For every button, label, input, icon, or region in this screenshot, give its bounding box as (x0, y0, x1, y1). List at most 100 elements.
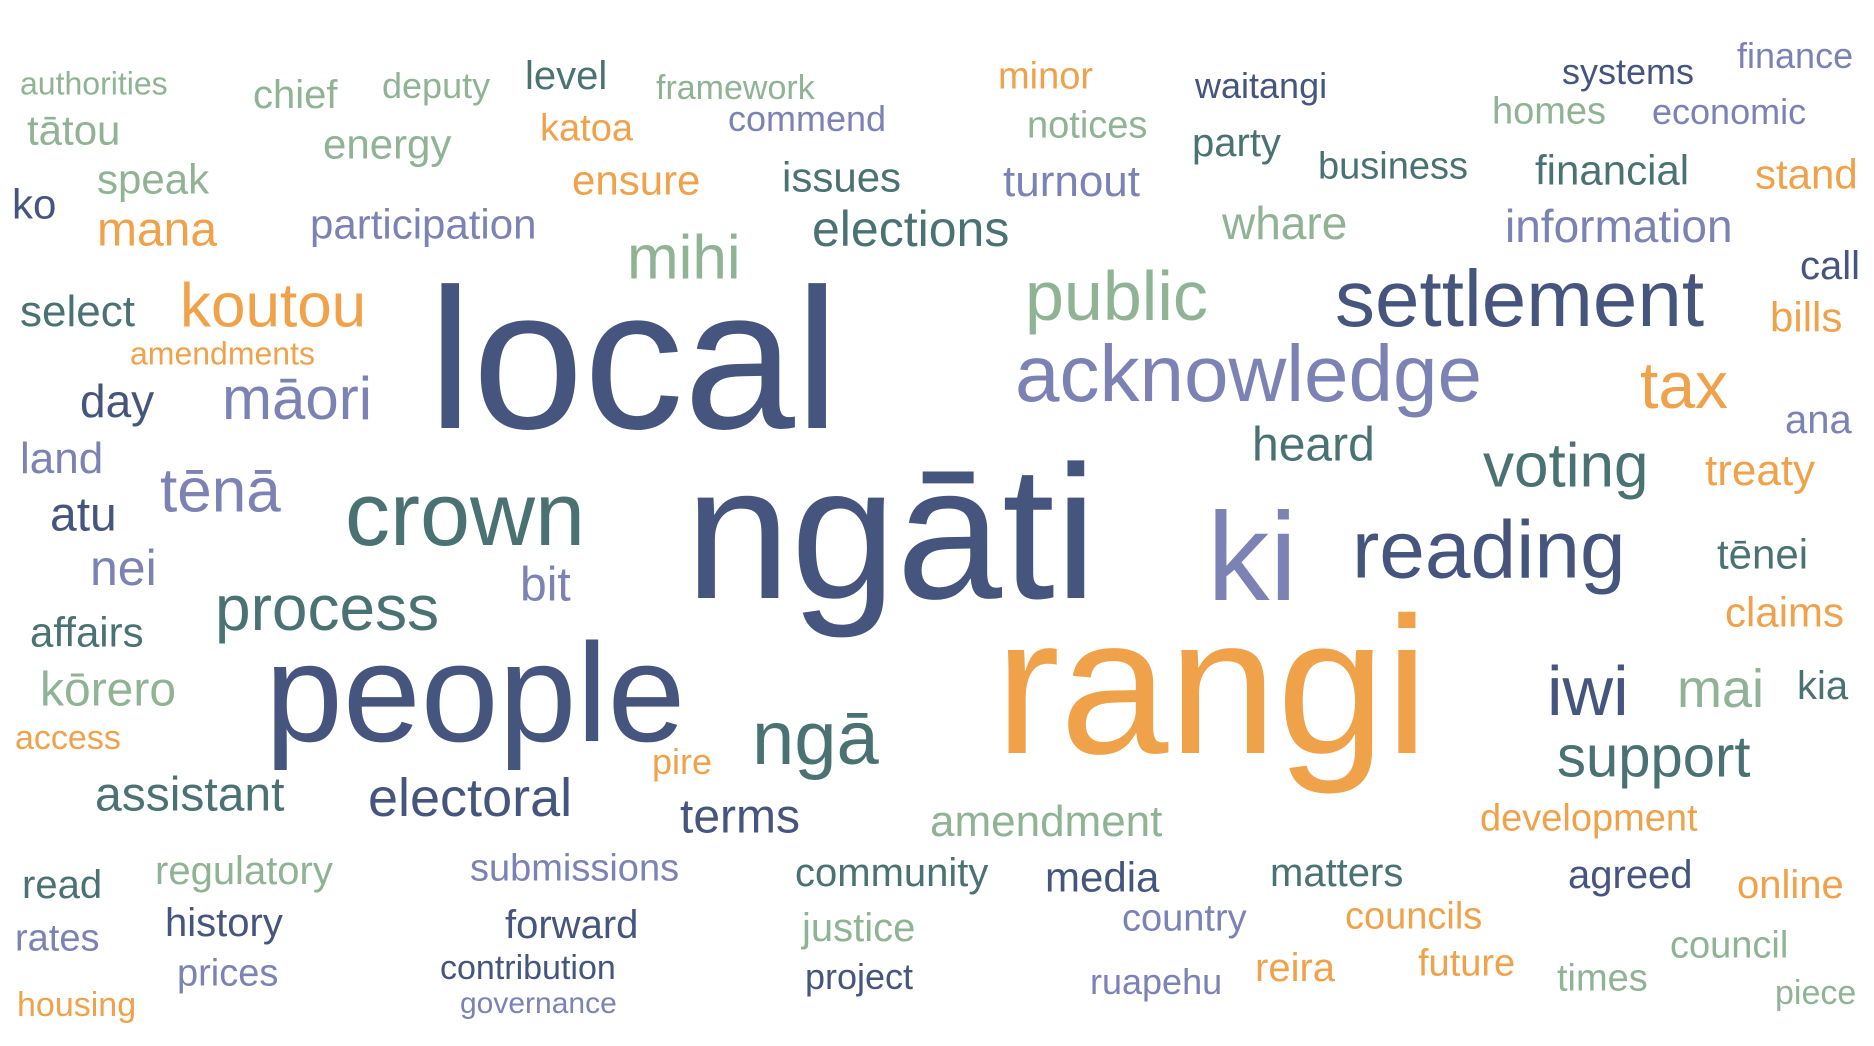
word-information: information (1505, 200, 1733, 253)
word-energy: energy (323, 120, 452, 168)
word-select: select (20, 286, 135, 336)
word-koutou: koutou (180, 271, 367, 341)
word-access: access (15, 718, 121, 757)
word-local: local (428, 248, 840, 471)
word-notices: notices (1027, 104, 1148, 147)
word-mai: mai (1677, 658, 1765, 719)
word-nei: nei (90, 540, 157, 596)
word-pire: pire (652, 741, 713, 783)
word-amendment: amendment (930, 796, 1163, 846)
word-submissions: submissions (470, 847, 680, 890)
word-day: day (80, 375, 155, 428)
word-maori: māori (222, 365, 373, 432)
word-kia: kia (1797, 664, 1849, 708)
word-financial: financial (1535, 146, 1690, 194)
word-assistant: assistant (95, 768, 285, 822)
word-settlement: settlement (1335, 254, 1705, 343)
word-stand: stand (1755, 150, 1858, 198)
word-participation: participation (310, 200, 537, 248)
word-ngati: ngāti (685, 427, 1098, 639)
word-read: read (22, 863, 103, 907)
word-whare: whare (1222, 197, 1348, 250)
word-tatou: tātou (27, 106, 121, 154)
word-online: online (1737, 863, 1844, 907)
word-bills: bills (1770, 293, 1843, 341)
word-claims: claims (1725, 588, 1845, 636)
word-speak: speak (97, 155, 210, 203)
word-governance: governance (460, 987, 617, 1020)
word-support: support (1557, 724, 1751, 790)
word-atu: atu (50, 488, 117, 542)
word-reira: reira (1255, 946, 1336, 990)
word-minor: minor (998, 55, 1094, 98)
word-voting: voting (1483, 431, 1649, 501)
word-ko: ko (12, 180, 57, 228)
word-reading: reading (1352, 504, 1626, 596)
word-framework: framework (656, 68, 815, 107)
word-homes: homes (1492, 90, 1607, 133)
word-business: business (1318, 145, 1468, 188)
word-people: people (265, 614, 686, 771)
word-future: future (1418, 942, 1516, 985)
word-acknowledge: acknowledge (1015, 329, 1482, 418)
word-level: level (525, 54, 608, 98)
word-commend: commend (728, 98, 887, 140)
word-contribution: contribution (440, 948, 616, 987)
word-affairs: affairs (30, 608, 144, 656)
word-bit: bit (520, 558, 571, 612)
word-ki: ki (1207, 488, 1298, 627)
word-process: process (215, 571, 440, 644)
word-piece: piece (1775, 973, 1857, 1012)
word-ana: ana (1785, 398, 1852, 442)
word-land: land (20, 433, 104, 483)
word-tena: tēnā (160, 456, 281, 526)
word-crown: crown (345, 465, 586, 565)
word-authorities: authorities (20, 65, 168, 102)
word-korero: kōrero (40, 663, 177, 717)
word-ensure: ensure (572, 156, 701, 204)
word-electoral: electoral (368, 767, 573, 828)
word-turnout: turnout (1003, 156, 1140, 206)
word-public: public (1025, 257, 1208, 335)
word-country: country (1122, 897, 1247, 940)
word-systems: systems (1562, 51, 1695, 93)
word-terms: terms (680, 790, 800, 844)
word-media: media (1045, 853, 1160, 901)
word-tenei: tēnei (1717, 530, 1809, 578)
word-regulatory: regulatory (155, 849, 333, 893)
word-prices: prices (177, 952, 279, 995)
word-deputy: deputy (382, 65, 491, 107)
word-nga: ngā (752, 696, 879, 782)
word-waitangi: waitangi (1195, 65, 1328, 107)
word-iwi: iwi (1547, 652, 1629, 730)
word-community: community (795, 851, 989, 895)
word-amendments: amendments (130, 335, 315, 372)
word-katoa: katoa (540, 107, 633, 150)
word-chief: chief (253, 73, 338, 117)
word-councils: councils (1345, 895, 1483, 938)
word-history: history (165, 901, 283, 945)
word-ruapehu: ruapehu (1090, 961, 1223, 1003)
word-housing: housing (17, 985, 137, 1024)
word-forward: forward (505, 903, 639, 947)
word-rates: rates (15, 917, 100, 960)
word-party: party (1192, 121, 1281, 165)
word-justice: justice (802, 906, 916, 950)
word-call: call (1800, 244, 1861, 288)
word-treaty: treaty (1705, 445, 1816, 495)
word-elections: elections (812, 201, 1010, 257)
word-heard: heard (1252, 418, 1375, 472)
word-tax: tax (1640, 348, 1729, 423)
word-mana: mana (97, 203, 218, 257)
word-rangi: rangi (995, 577, 1429, 795)
word-council: council (1670, 924, 1789, 967)
word-matters: matters (1270, 851, 1404, 895)
word-finance: finance (1737, 35, 1854, 77)
word-project: project (805, 956, 914, 998)
word-mihi: mihi (627, 223, 741, 293)
word-times: times (1557, 957, 1648, 1000)
word-issues: issues (782, 153, 902, 201)
word-agreed: agreed (1568, 853, 1693, 897)
word-economic: economic (1652, 91, 1807, 133)
